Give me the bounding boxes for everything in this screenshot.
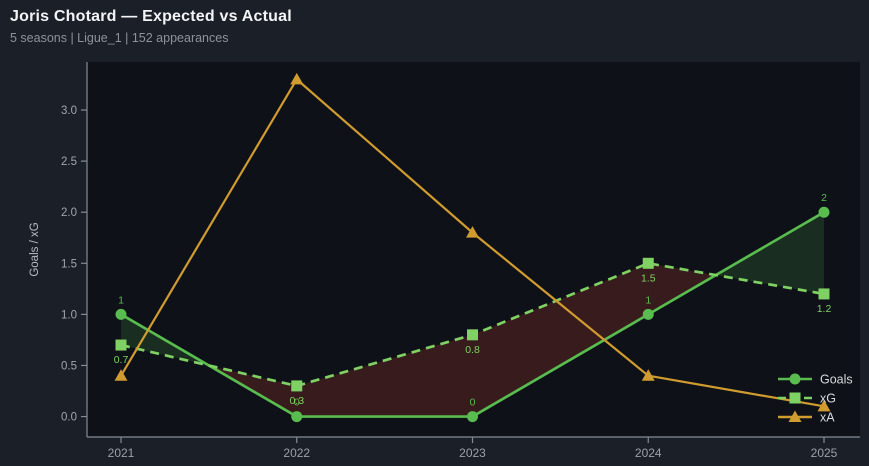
value-label: 0.7: [114, 354, 129, 366]
legend-label: xG: [820, 392, 836, 406]
y-tick-label: 2.5: [61, 156, 77, 168]
page-title: Joris Chotard — Expected vs Actual: [10, 8, 292, 25]
triangle-marker: [290, 72, 304, 85]
square-marker: [291, 380, 303, 392]
y-tick-label: 0.5: [61, 360, 77, 372]
chart-header: Joris Chotard — Expected vs Actual 5 sea…: [10, 8, 292, 45]
y-tick-label: 3.0: [61, 105, 77, 117]
value-label: 0: [470, 397, 476, 409]
value-label: 2: [821, 192, 827, 204]
legend-item-xa: xA: [778, 410, 835, 425]
circle-marker: [642, 308, 654, 320]
legend: Goals xG xA: [778, 373, 853, 425]
square-marker: [818, 288, 830, 300]
legend-label: xA: [820, 411, 835, 425]
x-tick-label: 2023: [459, 446, 486, 460]
x-tick-label: 2021: [108, 446, 135, 460]
triangle-marker: [114, 369, 128, 381]
legend-label: Goals: [820, 373, 853, 387]
y-tick-label: 0.0: [61, 412, 77, 424]
x-tick-label: 2025: [811, 446, 838, 460]
y-tick-label: 2.0: [61, 207, 77, 219]
y-axis-label: Goals / xG: [29, 222, 41, 276]
y-tick-label: 1.5: [61, 258, 77, 270]
value-label: 1: [118, 294, 124, 306]
triangle-marker: [466, 226, 479, 238]
square-marker: [789, 392, 801, 404]
value-label: 1: [645, 294, 651, 306]
legend-item-goals: Goals: [778, 373, 853, 387]
value-label: 1.5: [641, 272, 656, 284]
xg-series: [115, 257, 830, 392]
value-label: 0: [294, 397, 300, 409]
y-tick-label: 1.0: [61, 309, 77, 321]
circle-marker: [818, 206, 830, 218]
page-subtitle: 5 seasons | Ligue_1 | 152 appearances: [10, 31, 229, 45]
point-value-labels: 1 0 0 1 2 0.7 0.3 0.8 1.5 1.2: [114, 192, 832, 408]
triangle-marker: [788, 410, 802, 422]
triangle-marker: [641, 369, 655, 381]
x-tick-label: 2022: [283, 446, 310, 460]
value-label: 0.8: [465, 344, 480, 356]
triangle-marker: [817, 399, 831, 412]
xa-series: [114, 72, 831, 412]
square-marker: [115, 339, 127, 351]
circle-marker: [115, 308, 127, 320]
square-marker: [467, 329, 478, 341]
value-label: 0.3: [289, 395, 304, 407]
goals-series: [115, 206, 830, 423]
x-tick-label: 2024: [635, 446, 662, 460]
value-label: 1.2: [817, 303, 832, 315]
legend-item-xg: xG: [778, 392, 836, 406]
circle-marker: [291, 411, 303, 423]
square-marker: [642, 257, 654, 269]
circle-marker: [467, 411, 478, 423]
plot-area: [87, 62, 860, 437]
circle-marker: [789, 373, 801, 385]
